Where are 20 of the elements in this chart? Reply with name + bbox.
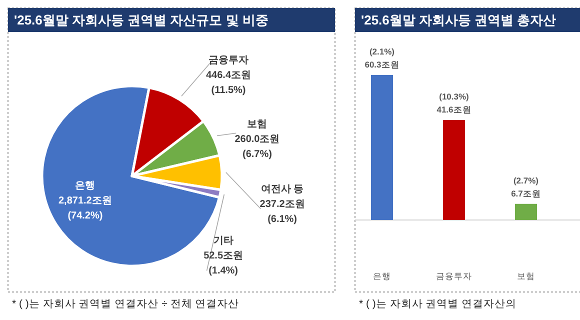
text: * ( )는 자회사 권역별 연결자산 ÷ 전체 연결자산 bbox=[12, 298, 240, 310]
data-label: 237.2조원 (6.1%) bbox=[260, 199, 305, 226]
text: * ( )는 자회사 권역별 연결자산의 bbox=[359, 298, 517, 310]
data-label: (10.3%) 41.6조원 bbox=[436, 91, 472, 114]
slice-label: 기타 bbox=[213, 236, 234, 247]
data-label: (2.1%) 60.3조원 bbox=[364, 46, 400, 70]
data-label: 446.4조원 (11.5%) bbox=[206, 70, 252, 96]
chart-title: '25.6월말 자회사등 권역별 총자산 bbox=[361, 12, 556, 28]
data-label: 260.0조원 (6.7%) bbox=[234, 134, 280, 160]
chart-title: '25.6월말 자회사등 권역별 자산규모 및 비중 bbox=[14, 12, 268, 28]
x-tick-label: 금융투자 bbox=[436, 271, 472, 281]
slice-label: 보험 bbox=[247, 118, 268, 130]
data-label: 2,871.2조원 (74.2%) bbox=[58, 196, 112, 222]
x-tick-label: 은행 bbox=[373, 271, 391, 281]
x-tick-label: 보험 bbox=[517, 271, 535, 281]
data-label: 52.5조원 (1.4%) bbox=[204, 250, 244, 277]
slice-label: 금융투자 bbox=[208, 54, 249, 66]
slice-label: 은행 bbox=[75, 180, 96, 192]
data-label: (2.7%) 6.7조원 bbox=[511, 175, 541, 198]
slice-label: 여전사 등 bbox=[260, 184, 304, 196]
